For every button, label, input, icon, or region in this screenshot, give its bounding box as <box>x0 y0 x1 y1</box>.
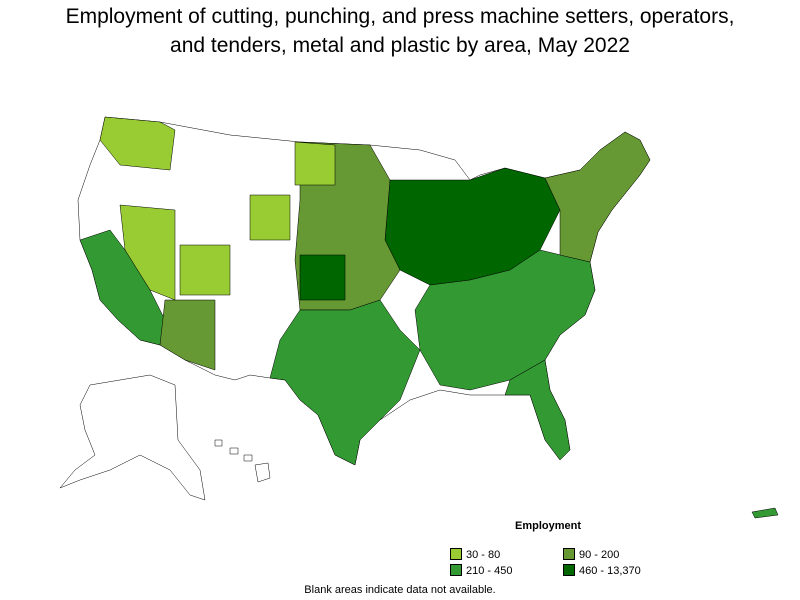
legend-swatch <box>563 548 575 560</box>
legend-item-210-450: 210 - 450 <box>450 564 512 577</box>
legend-title: Employment <box>515 520 582 532</box>
region-utah-colorado <box>179 244 231 296</box>
region-kansas-colorado <box>299 254 346 301</box>
us-choropleth-map <box>59 116 779 519</box>
legend-item-90-200: 90 - 200 <box>563 548 619 561</box>
hawaii-islands <box>214 439 271 483</box>
alaska-outline <box>59 374 206 501</box>
legend-label: 210 - 450 <box>466 565 513 577</box>
legend-swatch <box>450 548 462 560</box>
region-southeast <box>414 249 596 391</box>
blank-areas-note: Blank areas indicate data not available. <box>304 584 496 596</box>
legend-label: 90 - 200 <box>579 549 620 561</box>
region-florida <box>504 359 571 461</box>
legend-label: 30 - 80 <box>466 549 501 561</box>
legend-item-30-80: 30 - 80 <box>450 548 500 561</box>
legend-label: 460 - 13,370 <box>579 565 641 577</box>
region-texas <box>269 299 421 466</box>
region-northeast <box>544 131 651 263</box>
region-arizona <box>159 299 216 371</box>
map-title-line-2: and tenders, metal and plastic by area, … <box>170 34 630 57</box>
region-washington <box>99 116 176 171</box>
map-title-line-1: Employment of cutting, punching, and pre… <box>65 5 735 28</box>
map-title: Employment of cutting, punching, and pre… <box>0 2 800 60</box>
puerto-rico <box>751 507 779 519</box>
legend-swatch <box>563 564 575 576</box>
region-nevada <box>119 204 176 301</box>
region-fills <box>79 116 651 466</box>
region-wyoming <box>249 194 291 241</box>
region-dakotas <box>294 141 336 186</box>
legend-swatch <box>450 564 462 576</box>
legend-item-460-13370: 460 - 13,370 <box>563 564 641 577</box>
